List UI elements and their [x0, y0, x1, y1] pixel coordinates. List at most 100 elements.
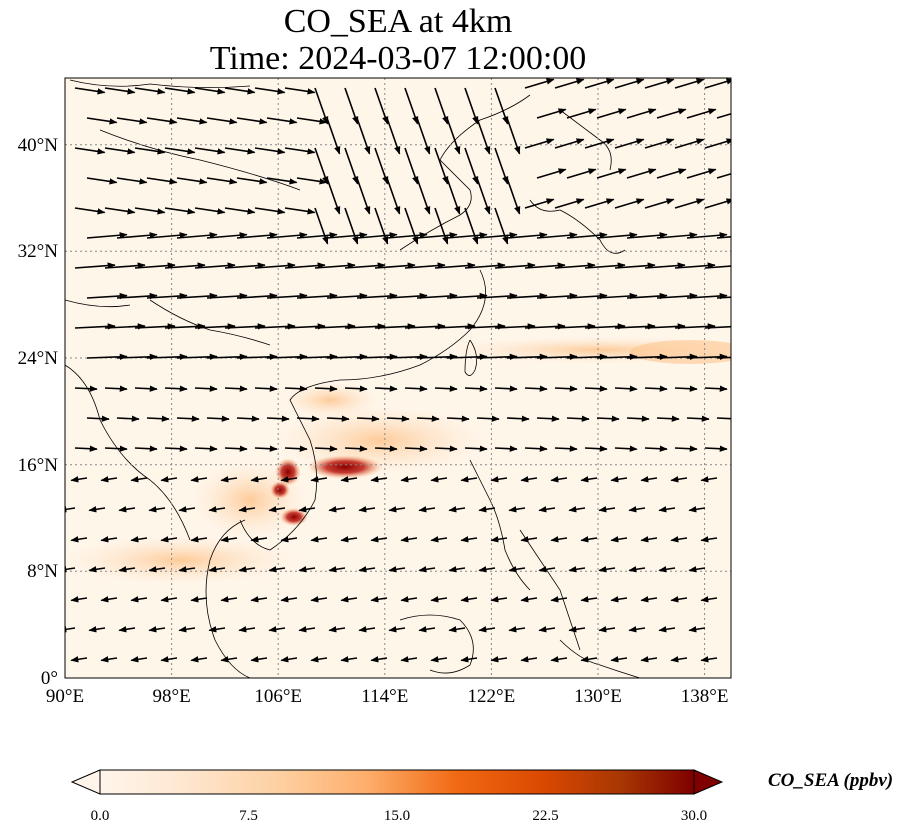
wind-arrow — [194, 207, 226, 215]
wind-arrow — [194, 385, 218, 392]
wind-arrow — [208, 506, 226, 513]
wind-arrow — [704, 265, 731, 269]
wind-arrow — [160, 596, 178, 603]
wind-arrow — [386, 292, 428, 300]
wind-arrow — [70, 536, 88, 543]
wind-arrow — [250, 476, 268, 483]
wind-arrow — [118, 566, 136, 573]
wind-arrow — [266, 415, 290, 422]
wind-arrow — [104, 385, 128, 392]
wind-arrow — [236, 177, 268, 185]
wind-arrow — [224, 385, 248, 392]
wind-arrow — [596, 108, 627, 119]
map-title-line2: Time: 2024-03-07 12:00:00 — [209, 40, 587, 77]
wind-arrow — [656, 108, 687, 119]
wind-arrow — [104, 87, 136, 95]
wind-arrow — [220, 656, 238, 663]
wind-arrow — [314, 87, 329, 125]
wind-arrow — [130, 656, 148, 663]
wind-arrow — [266, 117, 298, 125]
wind-arrow — [344, 87, 359, 125]
wind-arrow — [146, 292, 188, 300]
wind-arrow — [88, 626, 106, 633]
wind-arrow — [584, 445, 608, 452]
wind-arrow — [254, 207, 286, 215]
wind-arrow — [476, 117, 491, 155]
wind-arrow — [476, 415, 500, 422]
wind-arrow — [400, 596, 418, 603]
wind-arrow — [626, 292, 668, 300]
wind-arrow — [356, 117, 371, 155]
wind-arrow — [506, 177, 521, 215]
wind-arrow — [164, 385, 188, 392]
wind-arrow — [494, 207, 509, 245]
wind-arrow — [344, 323, 386, 330]
wind-arrow — [418, 506, 436, 513]
wind-arrow — [356, 232, 398, 239]
wind-arrow — [404, 262, 446, 269]
wind-arrow — [644, 78, 675, 89]
wind-arrow — [146, 353, 188, 360]
wind-arrow — [494, 385, 518, 392]
wind-arrow — [400, 536, 418, 543]
wind-arrow — [238, 626, 256, 633]
wind-arrow — [134, 385, 158, 392]
wind-arrow — [164, 323, 206, 330]
wind-arrow — [344, 147, 359, 185]
wind-arrow — [356, 353, 398, 360]
wind-arrow — [370, 596, 388, 603]
wind-arrow — [65, 626, 76, 633]
wind-arrow — [584, 198, 615, 209]
wind-arrow — [344, 445, 368, 452]
wind-arrow — [674, 138, 705, 149]
wind-arrow — [464, 385, 488, 392]
wind-arrow — [580, 656, 598, 663]
wind-arrow — [176, 117, 208, 125]
wind-arrow — [626, 353, 668, 360]
wind-arrow — [448, 566, 466, 573]
wind-arrow — [388, 506, 406, 513]
wind-arrow — [374, 87, 389, 125]
wind-arrow — [584, 385, 608, 392]
y-tick-label: 8°N — [27, 561, 58, 582]
wind-arrow — [656, 353, 698, 360]
wind-arrow — [178, 626, 196, 633]
wind-arrow — [280, 476, 298, 483]
wind-arrow — [404, 207, 419, 245]
wind-arrow — [596, 232, 638, 239]
wind-arrow — [328, 566, 346, 573]
wind-arrow — [118, 506, 136, 513]
wind-arrow — [628, 566, 646, 573]
y-tick-label: 32°N — [18, 241, 59, 262]
wind-arrow — [374, 207, 389, 245]
wind-arrow — [404, 147, 419, 185]
wind-arrow — [598, 506, 616, 513]
wind-arrow — [686, 353, 728, 360]
wind-arrow — [116, 232, 158, 239]
y-tick-label: 16°N — [18, 455, 59, 476]
wind-arrow — [614, 198, 645, 209]
wind-arrow — [190, 476, 208, 483]
wind-arrow — [538, 566, 556, 573]
x-axis: 90°E 98°E 106°E 114°E 122°E 130°E 138°E — [46, 686, 729, 707]
wind-arrow — [250, 656, 268, 663]
wind-arrow — [326, 232, 368, 239]
wind-arrow — [236, 232, 278, 239]
wind-arrow — [284, 323, 326, 330]
x-tick-label: 106°E — [254, 686, 302, 707]
wind-arrow — [374, 445, 398, 452]
wind-arrow — [194, 147, 226, 155]
wind-arrow — [236, 353, 278, 360]
wind-arrow — [434, 87, 449, 125]
wind-arrow — [434, 207, 449, 245]
wind-arrow — [176, 177, 208, 185]
wind-arrow — [568, 626, 586, 633]
wind-arrow — [478, 626, 496, 633]
wind-arrow — [298, 506, 316, 513]
wind-arrow — [314, 207, 329, 245]
wind-arrow — [494, 147, 509, 185]
wind-arrow — [250, 596, 268, 603]
wind-arrow — [550, 596, 568, 603]
wind-arrow — [434, 445, 458, 452]
